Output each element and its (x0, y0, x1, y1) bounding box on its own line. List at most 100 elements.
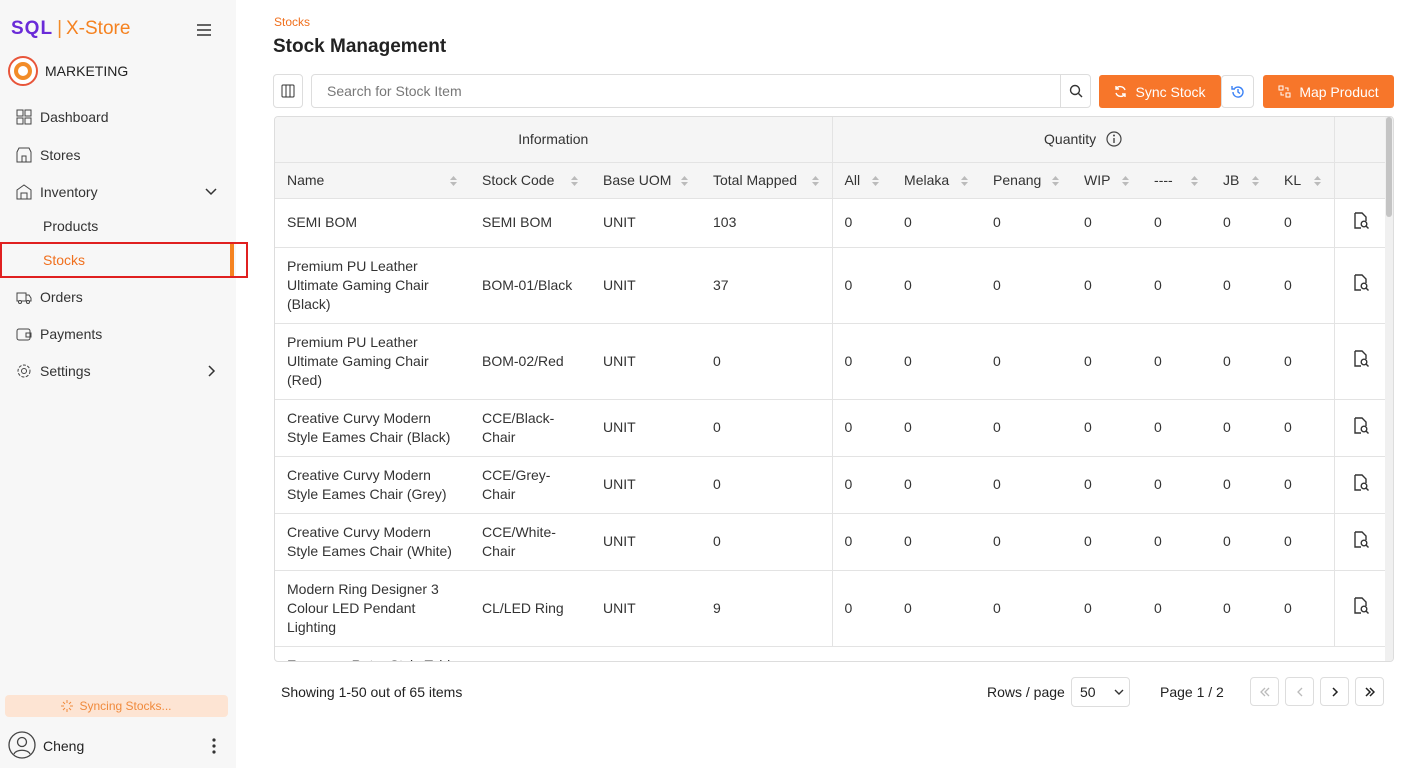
cell-name: Premium PU Leather Ultimate Gaming Chair… (275, 247, 470, 323)
nav-label: Stocks (43, 252, 85, 268)
nav-label: Stores (40, 147, 80, 163)
sort-icon[interactable] (449, 175, 458, 187)
cell-quantity: 0 (1072, 399, 1142, 456)
view-icon[interactable] (1353, 417, 1369, 434)
cell-quantity: 0 (892, 513, 981, 570)
cell-mapped: 0 (701, 399, 832, 456)
icon (16, 147, 32, 163)
table-row[interactable]: Premium PU Leather Ultimate Gaming Chair… (275, 247, 1386, 323)
prev-page[interactable] (1285, 677, 1314, 706)
sort-icon[interactable] (1251, 175, 1260, 187)
column-toggle[interactable] (273, 74, 303, 108)
sort-icon[interactable] (1121, 175, 1130, 187)
nav-item[interactable]: Stores (16, 147, 80, 163)
cell-mapped: 0 (701, 513, 832, 570)
cell-quantity: 0 (1272, 456, 1334, 513)
sort-icon[interactable] (1190, 175, 1199, 187)
table-row[interactable]: European Retro Style Table (275, 646, 1386, 662)
cell-mapped: 9 (701, 570, 832, 646)
nav-item[interactable]: Dashboard (16, 109, 109, 125)
column-header[interactable]: Name (275, 162, 470, 198)
breadcrumb[interactable]: Stocks (274, 15, 310, 29)
sort-icon[interactable] (811, 175, 820, 187)
cell-quantity: 0 (1272, 513, 1334, 570)
nav-label: Orders (40, 289, 83, 305)
sync-stock-button[interactable]: Sync Stock (1099, 75, 1221, 108)
column-header[interactable]: WIP (1072, 162, 1142, 198)
sort-icon[interactable] (1313, 175, 1322, 187)
icon (1260, 687, 1270, 697)
column-header[interactable]: JB (1211, 162, 1272, 198)
cell-quantity: 0 (832, 247, 892, 323)
column-header[interactable]: KL (1272, 162, 1334, 198)
scroll-thumb[interactable] (1386, 117, 1392, 217)
sync-history-button[interactable] (1221, 75, 1254, 108)
map-product-button[interactable]: Map Product (1263, 75, 1394, 108)
column-label: Melaka (904, 172, 949, 188)
view-icon[interactable] (1353, 474, 1369, 491)
chevron-down (1114, 689, 1124, 696)
table-row[interactable]: Creative Curvy Modern Style Eames Chair … (275, 399, 1386, 456)
last-page[interactable] (1355, 677, 1384, 706)
rows-select[interactable]: 50 (1071, 677, 1130, 707)
nav-item[interactable]: Settings (16, 363, 91, 379)
nav-subitem-active[interactable]: Stocks (0, 242, 248, 278)
column-header[interactable]: All (832, 162, 892, 198)
nav-item[interactable]: Payments (16, 326, 102, 342)
cell-code: SEMI BOM (470, 198, 591, 247)
view-icon[interactable] (1353, 212, 1369, 229)
cell-name: Creative Curvy Modern Style Eames Chair … (275, 513, 470, 570)
icon (281, 84, 295, 98)
column-header[interactable]: Penang (981, 162, 1072, 198)
user-menu[interactable] (211, 738, 217, 754)
stock-table: InformationQuantity NameStock CodeBase U… (274, 116, 1394, 662)
cell-quantity: 0 (1272, 198, 1334, 247)
table-row[interactable]: Modern Ring Designer 3 Colour LED Pendan… (275, 570, 1386, 646)
column-header[interactable]: Base UOM (591, 162, 701, 198)
column-header-row: NameStock CodeBase UOMTotal MappedAll Mel… (275, 162, 1386, 198)
nav-subitem[interactable]: Products (43, 218, 98, 234)
cell-quantity: 0 (1072, 456, 1142, 513)
cell-quantity: 0 (832, 399, 892, 456)
search-input[interactable]: Search for Stock Item (311, 74, 1091, 108)
menu-toggle[interactable] (196, 23, 212, 37)
cell-action (1334, 456, 1386, 513)
nav-item[interactable]: Inventory (16, 184, 98, 200)
sort-icon[interactable] (680, 175, 689, 187)
view-icon[interactable] (1353, 350, 1369, 367)
column-header[interactable]: Stock Code (470, 162, 591, 198)
cell-code: CCE/White-Chair (470, 513, 591, 570)
brand-name: X-Store (66, 18, 130, 39)
next-page[interactable] (1320, 677, 1349, 706)
view-icon[interactable] (1353, 597, 1369, 614)
sort-icon[interactable] (570, 175, 579, 187)
sort-icon[interactable] (1051, 175, 1060, 187)
table-row[interactable]: Premium PU Leather Ultimate Gaming Chair… (275, 323, 1386, 399)
scrollbar[interactable] (1385, 117, 1393, 662)
table-row[interactable]: Creative Curvy Modern Style Eames Chair … (275, 513, 1386, 570)
search-button[interactable] (1060, 75, 1090, 107)
column-header[interactable]: Total Mapped (701, 162, 832, 198)
cell-action (1334, 513, 1386, 570)
icon (16, 289, 32, 305)
nav-item[interactable]: Orders (16, 289, 83, 305)
icon (1295, 687, 1305, 697)
first-page[interactable] (1250, 677, 1279, 706)
cell-quantity: 0 (892, 456, 981, 513)
table-row[interactable]: SEMI BOMSEMI BOMUNIT1030000000 (275, 198, 1386, 247)
view-icon[interactable] (1353, 274, 1369, 291)
sort-icon[interactable] (960, 175, 969, 187)
cell-quantity: 0 (1142, 399, 1211, 456)
cell-quantity: 0 (832, 198, 892, 247)
column-header[interactable]: ---- (1142, 162, 1211, 198)
icon (1330, 687, 1340, 697)
table-row[interactable]: Creative Curvy Modern Style Eames Chair … (275, 456, 1386, 513)
cell-quantity: 0 (1072, 198, 1142, 247)
nav-label: Payments (40, 326, 102, 342)
sort-icon[interactable] (871, 175, 880, 187)
cell-quantity: 0 (1211, 198, 1272, 247)
column-header[interactable]: Melaka (892, 162, 981, 198)
info-icon[interactable] (1106, 131, 1122, 147)
view-icon[interactable] (1353, 531, 1369, 548)
